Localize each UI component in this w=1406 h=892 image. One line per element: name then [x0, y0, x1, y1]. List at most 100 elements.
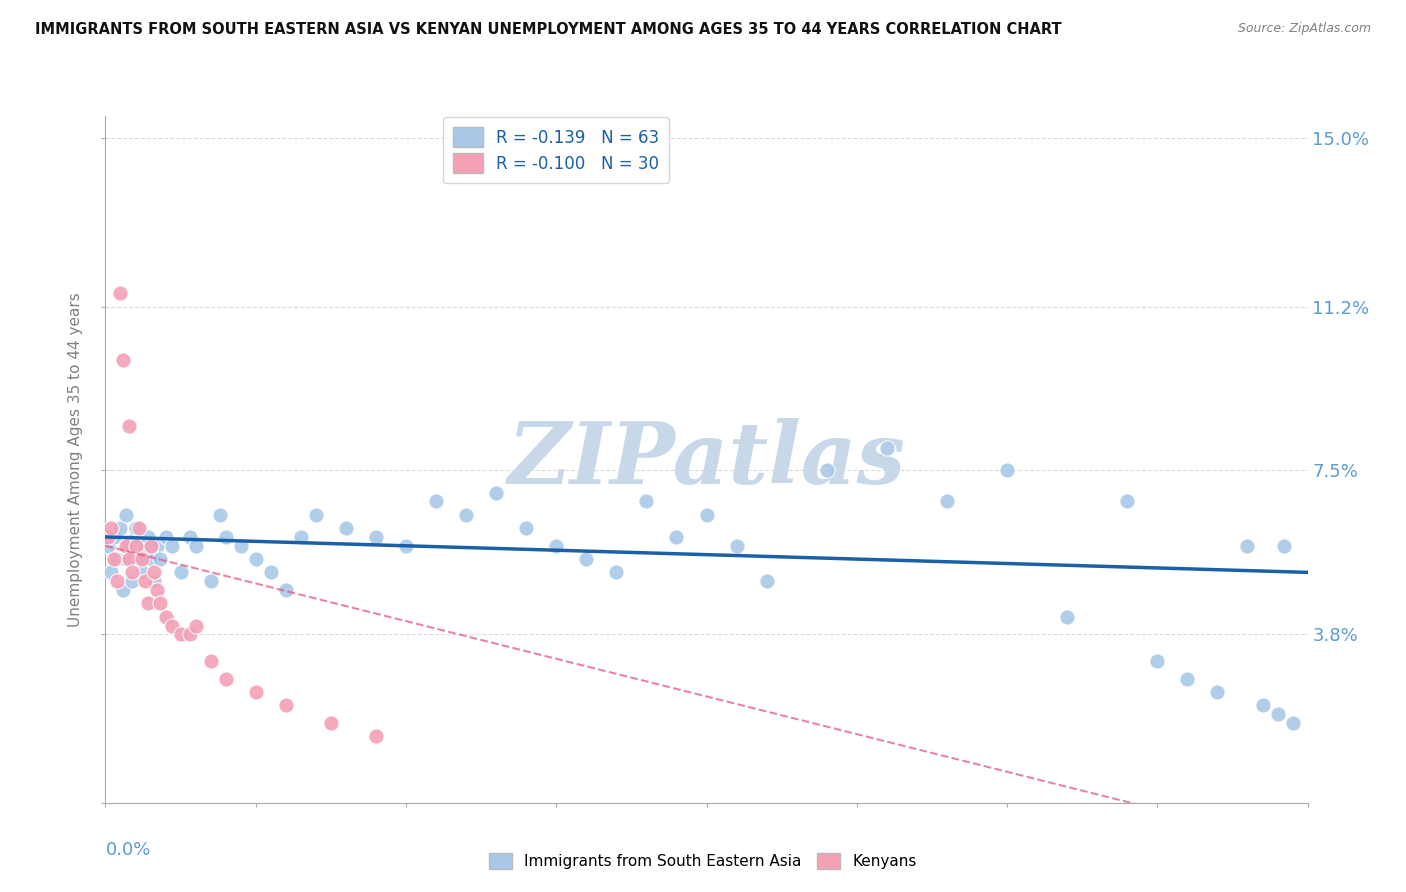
Point [110, 521, 132, 535]
Text: Source: ZipAtlas.com: Source: ZipAtlas.com [1237, 22, 1371, 36]
Legend: Immigrants from South Eastern Asia, Kenyans: Immigrants from South Eastern Asia, Keny… [484, 847, 922, 875]
Point [936, 494, 959, 508]
Point [115, 539, 138, 553]
Point [160, 539, 183, 553]
Point [575, 552, 598, 566]
Point [107, 552, 129, 566]
Text: 0.0%: 0.0% [105, 840, 150, 859]
Point [665, 530, 688, 544]
Point [184, 539, 207, 553]
Point [115, 508, 138, 522]
Point [107, 574, 129, 589]
Point [214, 672, 236, 686]
Point [184, 618, 207, 632]
Point [1056, 609, 1078, 624]
Point [121, 566, 143, 580]
Point [260, 566, 283, 580]
Point [200, 654, 222, 668]
Point [118, 539, 141, 553]
Point [136, 596, 159, 610]
Point [179, 530, 201, 544]
Point [1146, 654, 1168, 668]
Point [103, 530, 125, 544]
Point [1281, 716, 1303, 731]
Point [124, 521, 146, 535]
Point [124, 539, 146, 553]
Point [1272, 539, 1295, 553]
Point [142, 566, 165, 580]
Point [725, 539, 748, 553]
Point [118, 552, 141, 566]
Point [155, 530, 177, 544]
Point [115, 552, 138, 566]
Point [546, 539, 568, 553]
Point [100, 566, 122, 580]
Text: IMMIGRANTS FROM SOUTH EASTERN ASIA VS KENYAN UNEMPLOYMENT AMONG AGES 35 TO 44 YE: IMMIGRANTS FROM SOUTH EASTERN ASIA VS KE… [35, 22, 1062, 37]
Y-axis label: Unemployment Among Ages 35 to 44 years: Unemployment Among Ages 35 to 44 years [67, 292, 83, 627]
Point [1251, 698, 1274, 713]
Point [131, 552, 153, 566]
Legend: R = -0.139   N = 63, R = -0.100   N = 30: R = -0.139 N = 63, R = -0.100 N = 30 [443, 118, 669, 183]
Point [148, 596, 170, 610]
Point [97, 539, 120, 553]
Point [128, 521, 150, 535]
Point [515, 521, 537, 535]
Point [134, 574, 156, 589]
Point [142, 574, 165, 589]
Point [395, 539, 418, 553]
Point [1236, 539, 1258, 553]
Point [755, 574, 778, 589]
Point [274, 583, 297, 598]
Point [128, 552, 150, 566]
Point [110, 286, 132, 301]
Point [112, 352, 135, 367]
Point [179, 627, 201, 641]
Point [696, 508, 718, 522]
Point [169, 627, 191, 641]
Point [1206, 685, 1229, 699]
Point [290, 530, 312, 544]
Point [112, 583, 135, 598]
Point [1267, 707, 1289, 722]
Point [160, 618, 183, 632]
Point [1116, 494, 1139, 508]
Point [169, 566, 191, 580]
Point [1175, 672, 1198, 686]
Point [121, 574, 143, 589]
Point [136, 530, 159, 544]
Point [148, 552, 170, 566]
Point [485, 485, 508, 500]
Point [208, 508, 231, 522]
Point [100, 521, 122, 535]
Point [214, 530, 236, 544]
Point [605, 566, 627, 580]
Point [815, 463, 838, 477]
Point [364, 729, 387, 743]
Point [245, 552, 267, 566]
Point [425, 494, 447, 508]
Point [636, 494, 658, 508]
Point [134, 539, 156, 553]
Point [139, 552, 162, 566]
Point [274, 698, 297, 713]
Point [876, 442, 898, 456]
Point [245, 685, 267, 699]
Point [155, 609, 177, 624]
Point [364, 530, 387, 544]
Point [131, 566, 153, 580]
Point [200, 574, 222, 589]
Point [139, 539, 162, 553]
Point [97, 530, 120, 544]
Point [305, 508, 328, 522]
Text: ZIPatlas: ZIPatlas [508, 417, 905, 501]
Point [145, 539, 167, 553]
Point [335, 521, 357, 535]
Point [454, 508, 477, 522]
Point [319, 716, 342, 731]
Point [995, 463, 1018, 477]
Point [124, 530, 146, 544]
Point [118, 419, 141, 434]
Point [145, 583, 167, 598]
Point [103, 552, 125, 566]
Point [229, 539, 252, 553]
